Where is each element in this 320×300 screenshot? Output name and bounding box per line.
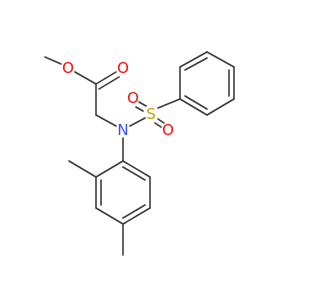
atom-label: N — [117, 121, 128, 139]
bond — [157, 98, 181, 109]
atom-label: O — [162, 121, 174, 139]
bond — [129, 117, 146, 127]
bond — [95, 71, 117, 85]
bond — [122, 204, 146, 219]
atom-label: S — [146, 105, 156, 123]
bond — [138, 101, 147, 107]
bond — [179, 98, 208, 116]
bond — [44, 56, 62, 65]
bond — [95, 160, 124, 178]
bonds — [44, 51, 235, 256]
atom-label: O — [127, 89, 139, 107]
bond — [135, 106, 144, 112]
bond — [184, 95, 208, 110]
bond — [122, 160, 151, 178]
bond — [95, 114, 117, 127]
atom-label: O — [117, 59, 129, 77]
bond — [154, 122, 162, 128]
atom-labels: O O N S O O — [62, 59, 174, 139]
bond — [179, 51, 208, 68]
bond — [184, 57, 208, 71]
bond — [157, 118, 165, 124]
bond — [206, 98, 235, 116]
bond — [68, 160, 97, 178]
bond — [122, 166, 146, 181]
bond — [98, 76, 120, 90]
molecule-diagram: O O N S O O — [44, 51, 235, 256]
bond — [95, 207, 124, 225]
bond — [74, 71, 97, 85]
bond — [122, 207, 151, 225]
bond — [206, 51, 235, 68]
atom-label: O — [62, 59, 74, 77]
